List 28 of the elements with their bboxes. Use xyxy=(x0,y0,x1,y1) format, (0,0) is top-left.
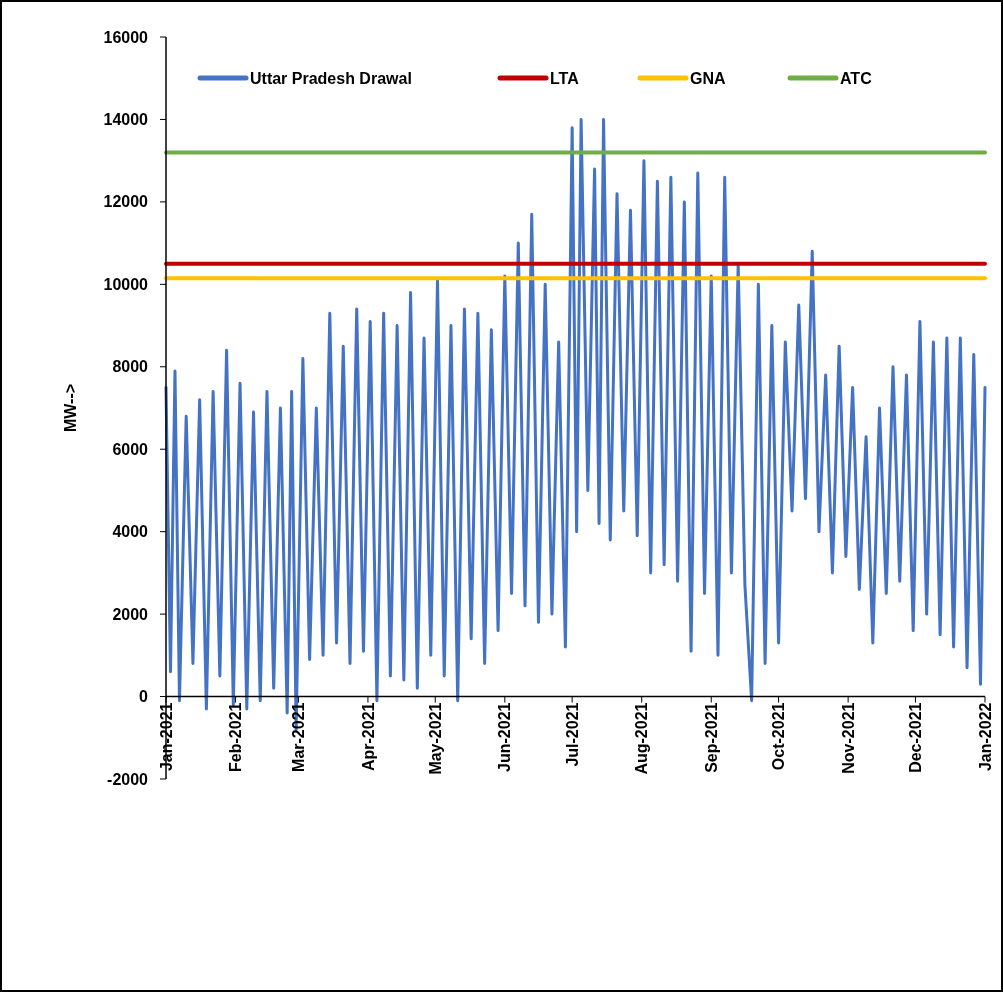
x-tick-label: Apr-2021 xyxy=(359,702,377,772)
y-axis-title: MW--> xyxy=(62,383,79,433)
y-tick-label: 6000 xyxy=(112,440,149,458)
legend-label: ATC xyxy=(840,69,873,87)
x-tick-label: Oct-2021 xyxy=(770,702,788,771)
y-tick-label: 8000 xyxy=(112,358,149,376)
y-tick-label: 14000 xyxy=(103,111,149,129)
y-tick-label: 12000 xyxy=(103,193,149,211)
x-tick-label: Mar-2021 xyxy=(289,702,307,772)
x-tick-label: May-2021 xyxy=(426,702,444,775)
legend-label: GNA xyxy=(690,69,726,87)
x-tick-label: Nov-2021 xyxy=(839,702,857,774)
x-tick-label: Jul-2021 xyxy=(563,702,581,767)
x-tick-label: Aug-2021 xyxy=(633,702,651,775)
y-tick-label: 0 xyxy=(139,688,149,706)
legend-label: LTA xyxy=(550,69,580,87)
x-tick-label: Feb-2021 xyxy=(227,702,245,772)
x-tick-label: Jan-2021 xyxy=(157,702,175,772)
x-tick-label: Jun-2021 xyxy=(496,702,514,772)
x-tick-label: Dec-2021 xyxy=(907,702,925,773)
x-tick-label: Sep-2021 xyxy=(702,702,720,773)
y-tick-label: 16000 xyxy=(103,28,149,46)
x-tick-label: Jan-2022 xyxy=(976,702,994,772)
y-tick-label: 4000 xyxy=(112,523,149,541)
y-tick-label: -2000 xyxy=(107,770,149,788)
y-tick-label: 2000 xyxy=(112,605,149,623)
y-tick-label: 10000 xyxy=(103,275,149,293)
legend-label: Uttar Pradesh Drawal xyxy=(250,69,412,87)
